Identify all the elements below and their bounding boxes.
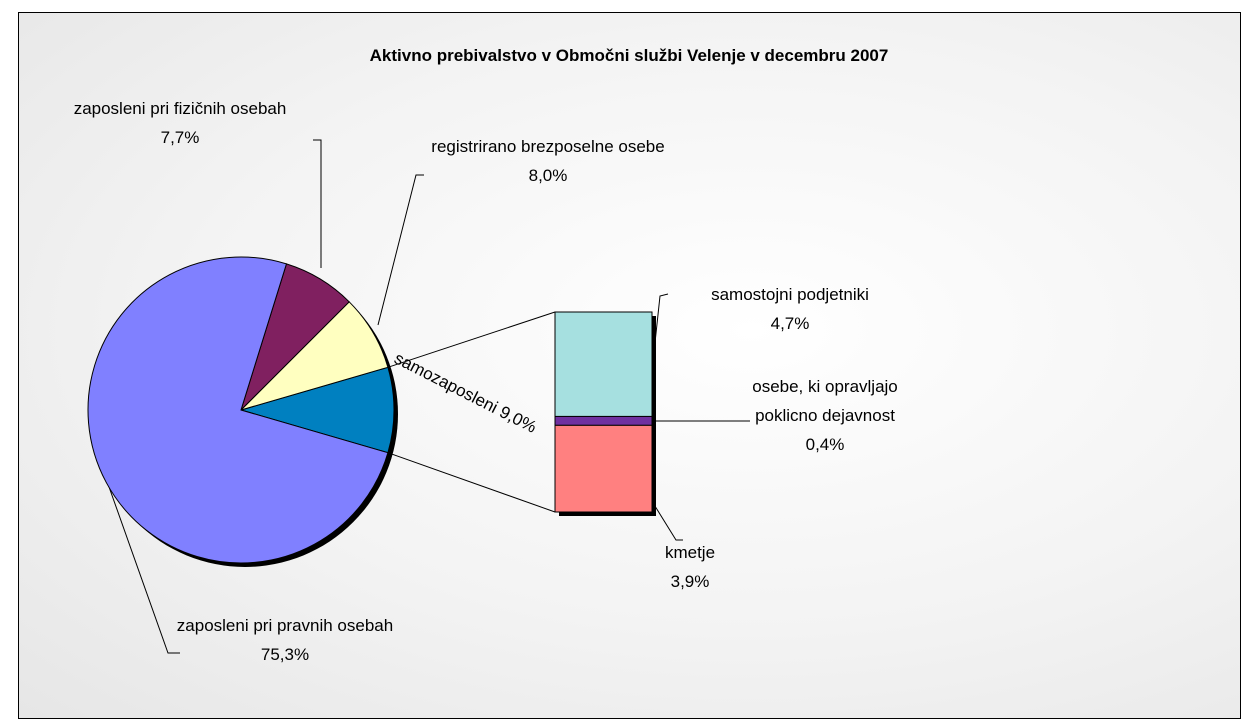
category-label: kmetje bbox=[664, 543, 716, 562]
bar-segment bbox=[554, 415, 653, 426]
value-label: 4,7% bbox=[770, 314, 810, 333]
category-label: osebe, ki opravljajo poklicno dejavnost bbox=[752, 377, 898, 425]
slice-label: samozaposleni 9,0% bbox=[391, 349, 539, 437]
bar-segment bbox=[554, 424, 653, 513]
leader-line bbox=[313, 139, 322, 268]
value-label: 75,3% bbox=[260, 645, 310, 664]
value-label: 3,9% bbox=[670, 572, 710, 591]
value-label: 9,0% bbox=[496, 402, 539, 437]
category-label: zaposleni pri fizičnih osebah bbox=[73, 99, 287, 118]
pie-slice bbox=[239, 366, 395, 454]
category-label: samostojni podjetniki bbox=[711, 285, 869, 304]
bar-segment bbox=[554, 311, 653, 417]
bar-label: samostojni podjetniki 4,7% bbox=[660, 280, 920, 338]
pie-slice bbox=[87, 256, 389, 564]
value-label: 0,4% bbox=[805, 435, 845, 454]
value-label: 8,0% bbox=[528, 166, 568, 185]
chart-title: Aktivno prebivalstvo v Območni službi Ve… bbox=[369, 46, 889, 65]
connector-line bbox=[387, 452, 556, 513]
category-label: registrirano brezposelne osebe bbox=[431, 137, 665, 156]
leader-line bbox=[102, 469, 180, 654]
bar-label: osebe, ki opravljajo poklicno dejavnost 0… bbox=[735, 372, 915, 459]
category-label: samozaposleni bbox=[391, 349, 501, 417]
bar-label: kmetje 3,9% bbox=[620, 538, 760, 596]
category-label: zaposleni pri pravnih osebah bbox=[176, 616, 394, 635]
slice-label: registrirano brezposelne osebe 8,0% bbox=[418, 132, 678, 190]
slice-label: zaposleni pri fizičnih osebah 7,7% bbox=[70, 94, 290, 152]
value-label: 7,7% bbox=[160, 128, 200, 147]
leader-line bbox=[377, 174, 424, 326]
slice-label: zaposleni pri pravnih osebah 75,3% bbox=[170, 611, 400, 669]
connector-line bbox=[387, 311, 556, 368]
